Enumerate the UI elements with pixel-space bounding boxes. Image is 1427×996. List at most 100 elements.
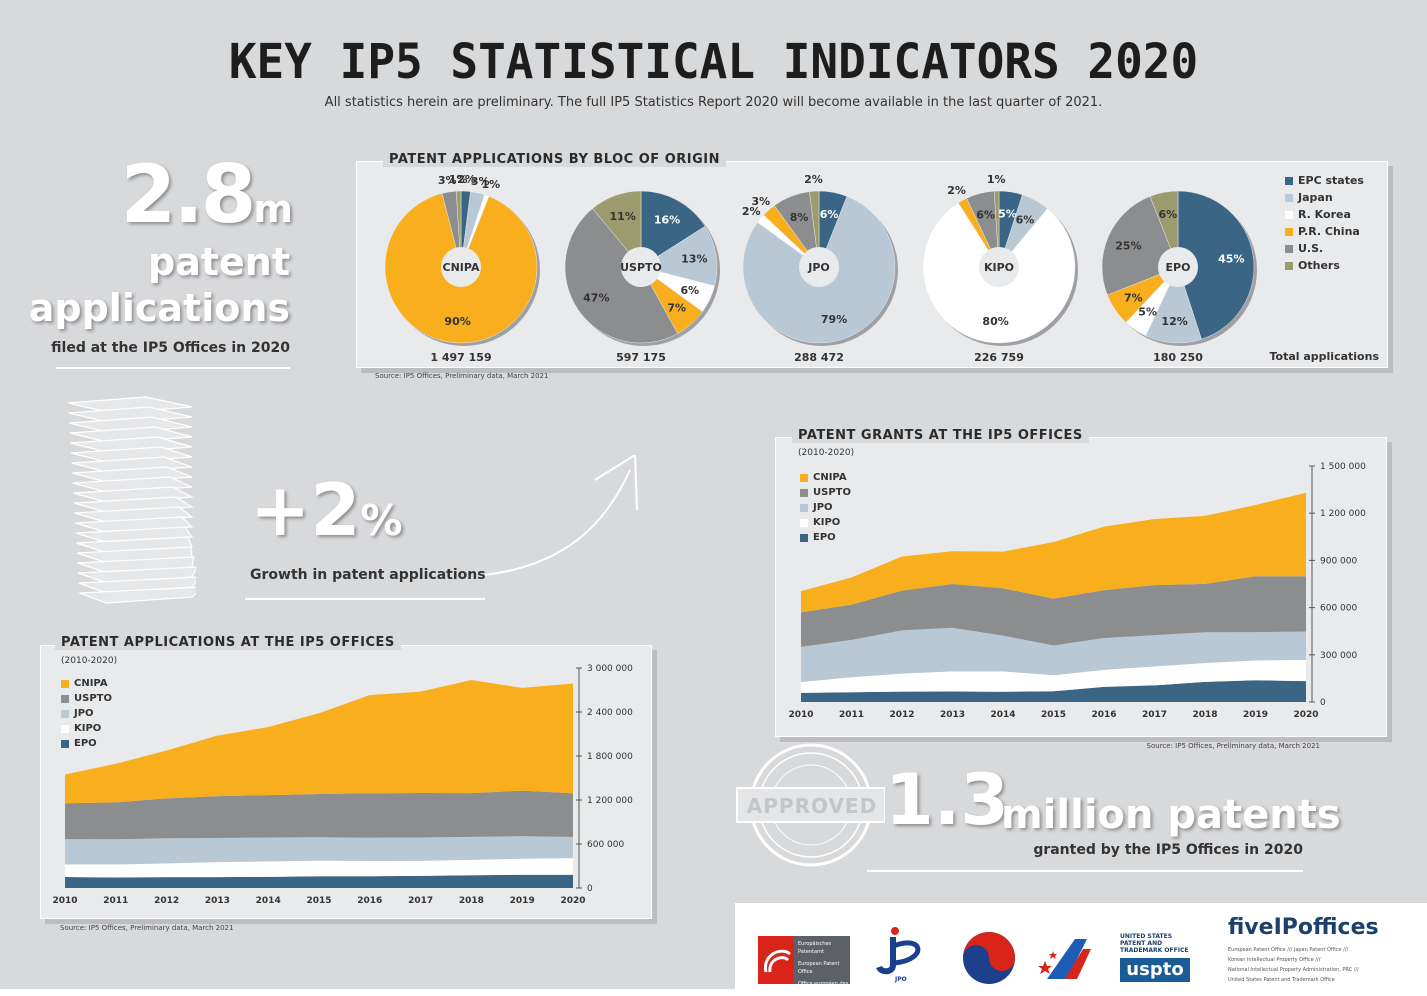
pie-data-label: 2%: [804, 173, 823, 186]
legend-label: Others: [1298, 259, 1340, 272]
pie-slice: [1177, 190, 1255, 340]
applications-area-chart: 0 600 000 1 200 000 1 800 000 2 400 000 3 000…: [52, 664, 633, 906]
cnipa-logo-icon: [1038, 939, 1091, 979]
divider: [245, 598, 485, 600]
legend-label: EPC states: [1298, 174, 1364, 187]
pie-data-label: 7%: [667, 302, 686, 315]
pie-hole: [799, 247, 839, 287]
pie-hole: [621, 247, 661, 287]
pie-source: Source: IP5 Offices, Preliminary data, M…: [375, 372, 549, 380]
fiveipo-line: Korean Intellectual Property Office ///: [1228, 957, 1321, 963]
legend-item-jpo: JPO: [800, 500, 851, 515]
legend-label: U.S.: [1298, 242, 1324, 255]
pie-data-label: 6%: [820, 208, 839, 221]
legend-item-japan: Japan: [1285, 189, 1364, 206]
y-tick-label: 2 400 000: [587, 708, 633, 718]
pie-office-label: CNIPA: [443, 261, 480, 274]
applications-source: Source: IP5 Offices, Preliminary data, M…: [60, 924, 234, 932]
paper-stack-icon: [66, 395, 205, 605]
grants-legend: CNIPA USPTO JPO KIPO EPO: [800, 470, 851, 545]
applications-unit: m: [253, 187, 293, 231]
pie-data-label: 8%: [790, 211, 809, 224]
epo-logo-text: European Patent Office: [798, 961, 840, 975]
legend-swatch: [61, 724, 69, 733]
x-tick-label: 2018: [459, 896, 484, 906]
legend-swatch: [61, 694, 69, 703]
legend-swatch: [1285, 176, 1293, 185]
grants-area-chart: 0 300 000 600 000 900 000 1 200 000 1 500 000…: [788, 462, 1366, 720]
x-tick-label: 2012: [154, 896, 179, 906]
pie-total-label: 180 250: [1153, 351, 1203, 364]
growth-block: +2% Growth in patent applications: [245, 455, 645, 605]
area-series-epo: [65, 874, 573, 888]
legend-item-epo: EPO: [800, 530, 851, 545]
area-series-kipo: [801, 659, 1306, 693]
area-series-cnipa: [65, 680, 573, 804]
grants-chart-title: PATENT GRANTS AT THE IP5 OFFICES: [792, 428, 1089, 443]
legend-label: KIPO: [74, 723, 102, 734]
pie-data-label: 6%: [1016, 214, 1035, 227]
x-tick-label: 2014: [256, 896, 281, 906]
legend-item-jpo: JPO: [61, 706, 112, 721]
legend-label: JPO: [813, 502, 833, 513]
pie-office-label: USPTO: [620, 261, 662, 274]
fiveipoffices-logo: fiveIPoffices: [1228, 915, 1379, 940]
pie-data-label: 2%: [457, 173, 476, 186]
y-tick-label: 3 000 000: [587, 664, 633, 674]
legend-label: JPO: [74, 708, 94, 719]
legend-item-epc: EPC states: [1285, 172, 1364, 189]
grants-number: 1.3: [885, 759, 1010, 841]
y-tick-label: 1 200 000: [587, 796, 633, 806]
y-tick-label: 1 200 000: [1320, 509, 1366, 519]
growth-arrow-icon: [485, 455, 638, 576]
pie-data-label: 2%: [742, 205, 761, 218]
area-series-cnipa: [801, 492, 1306, 613]
pie-total-label: 597 175: [616, 351, 666, 364]
legend-swatch: [61, 739, 69, 748]
legend-swatch: [800, 533, 808, 542]
legend-item-epo: EPO: [61, 736, 112, 751]
x-tick-label: 2015: [1041, 710, 1066, 720]
y-tick-label: 0: [587, 884, 593, 894]
pie-data-label: 6%: [976, 209, 995, 222]
grants-source: Source: IP5 Offices, Preliminary data, M…: [1146, 742, 1320, 750]
legend-item-kipo: KIPO: [61, 721, 112, 736]
pie-data-label: 16%: [654, 214, 680, 227]
pie-data-label: 13%: [681, 253, 707, 266]
legend-swatch: [1285, 193, 1293, 202]
legend-label: R. Korea: [1298, 208, 1351, 221]
area-series-jpo: [801, 627, 1306, 683]
legend-swatch: [800, 473, 808, 482]
epo-logo-text: Office européen des brevets: [798, 981, 849, 995]
epo-swirl-icon: [763, 949, 791, 973]
applications-caption: filed at the IP5 Offices in 2020: [51, 340, 290, 356]
legend-item-others: Others: [1285, 257, 1364, 274]
legend-item-kipo: KIPO: [800, 515, 851, 530]
legend-label: CNIPA: [813, 472, 847, 483]
legend-swatch: [1285, 244, 1293, 253]
total-applications-label: Total applications: [1269, 350, 1379, 363]
pie-hole: [441, 247, 481, 287]
legend-swatch: [800, 518, 808, 527]
area-series-jpo: [65, 836, 573, 865]
applications-chart-title: PATENT APPLICATIONS AT THE IP5 OFFICES: [55, 635, 401, 650]
pie-data-label: 11%: [610, 210, 636, 223]
applications-line1: patent: [148, 240, 290, 284]
pie-data-label: 5%: [1138, 306, 1157, 319]
epo-logo: Europäisches Patentamt European Patent O…: [758, 936, 850, 995]
x-tick-label: 2010: [788, 710, 813, 720]
x-tick-label: 2011: [103, 896, 128, 906]
pie-total-label: 1 497 159: [430, 351, 491, 364]
legend-swatch: [1285, 210, 1293, 219]
fiveipo-line: National Intellectual Property Administr…: [1228, 967, 1359, 973]
x-tick-label: 2012: [889, 710, 914, 720]
y-tick-label: 600 000: [1320, 604, 1357, 614]
grants-text: million patents: [1001, 792, 1341, 838]
x-tick-label: 2018: [1192, 710, 1217, 720]
fiveipo-line: European Patent Office /// Japan Patent …: [1228, 947, 1349, 953]
jpo-logo-icon: [876, 927, 921, 975]
epo-logo-text: Europäisches Patentamt: [798, 941, 832, 955]
pie-slice: [1149, 190, 1179, 268]
legend-label: EPO: [74, 738, 97, 749]
